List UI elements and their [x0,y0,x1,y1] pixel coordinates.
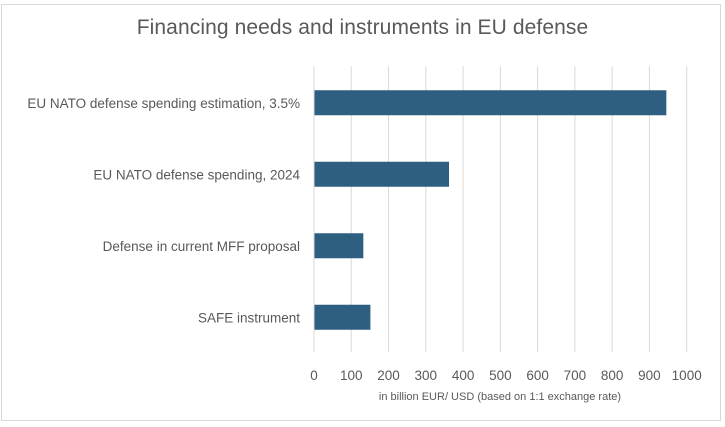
x-tick-label: 700 [564,368,587,383]
x-tick-label: 300 [415,368,438,383]
x-axis-title: in billion EUR/ USD (based on 1:1 exchan… [379,391,621,403]
category-label: Defense in current MFF proposal [103,239,300,254]
tick-labels: 0 100 200 300 400 500 600 700 800 900 1000 [310,368,701,383]
x-tick-label: 500 [489,368,512,383]
x-tick-label: 1000 [672,368,702,383]
bar [314,304,371,330]
category-label: EU NATO defense spending, 2024 [93,167,300,182]
x-tick-label: 600 [526,368,549,383]
x-tick-label: 800 [601,368,624,383]
bar [314,161,450,187]
category-label: SAFE instrument [198,310,300,325]
category-label: EU NATO defense spending estimation, 3.5… [27,96,300,111]
x-tick-label: 400 [452,368,475,383]
bar [314,90,667,116]
chart-frame [1,4,721,421]
x-tick-label: 200 [377,368,400,383]
x-tick-label: 900 [638,368,661,383]
bars [314,90,667,330]
chart-title: Financing needs and instruments in EU de… [136,16,589,39]
x-tick-label: 0 [310,368,318,383]
category-labels: EU NATO defense spending estimation, 3.5… [27,96,300,326]
bar [314,233,364,259]
x-tick-label: 100 [340,368,363,383]
